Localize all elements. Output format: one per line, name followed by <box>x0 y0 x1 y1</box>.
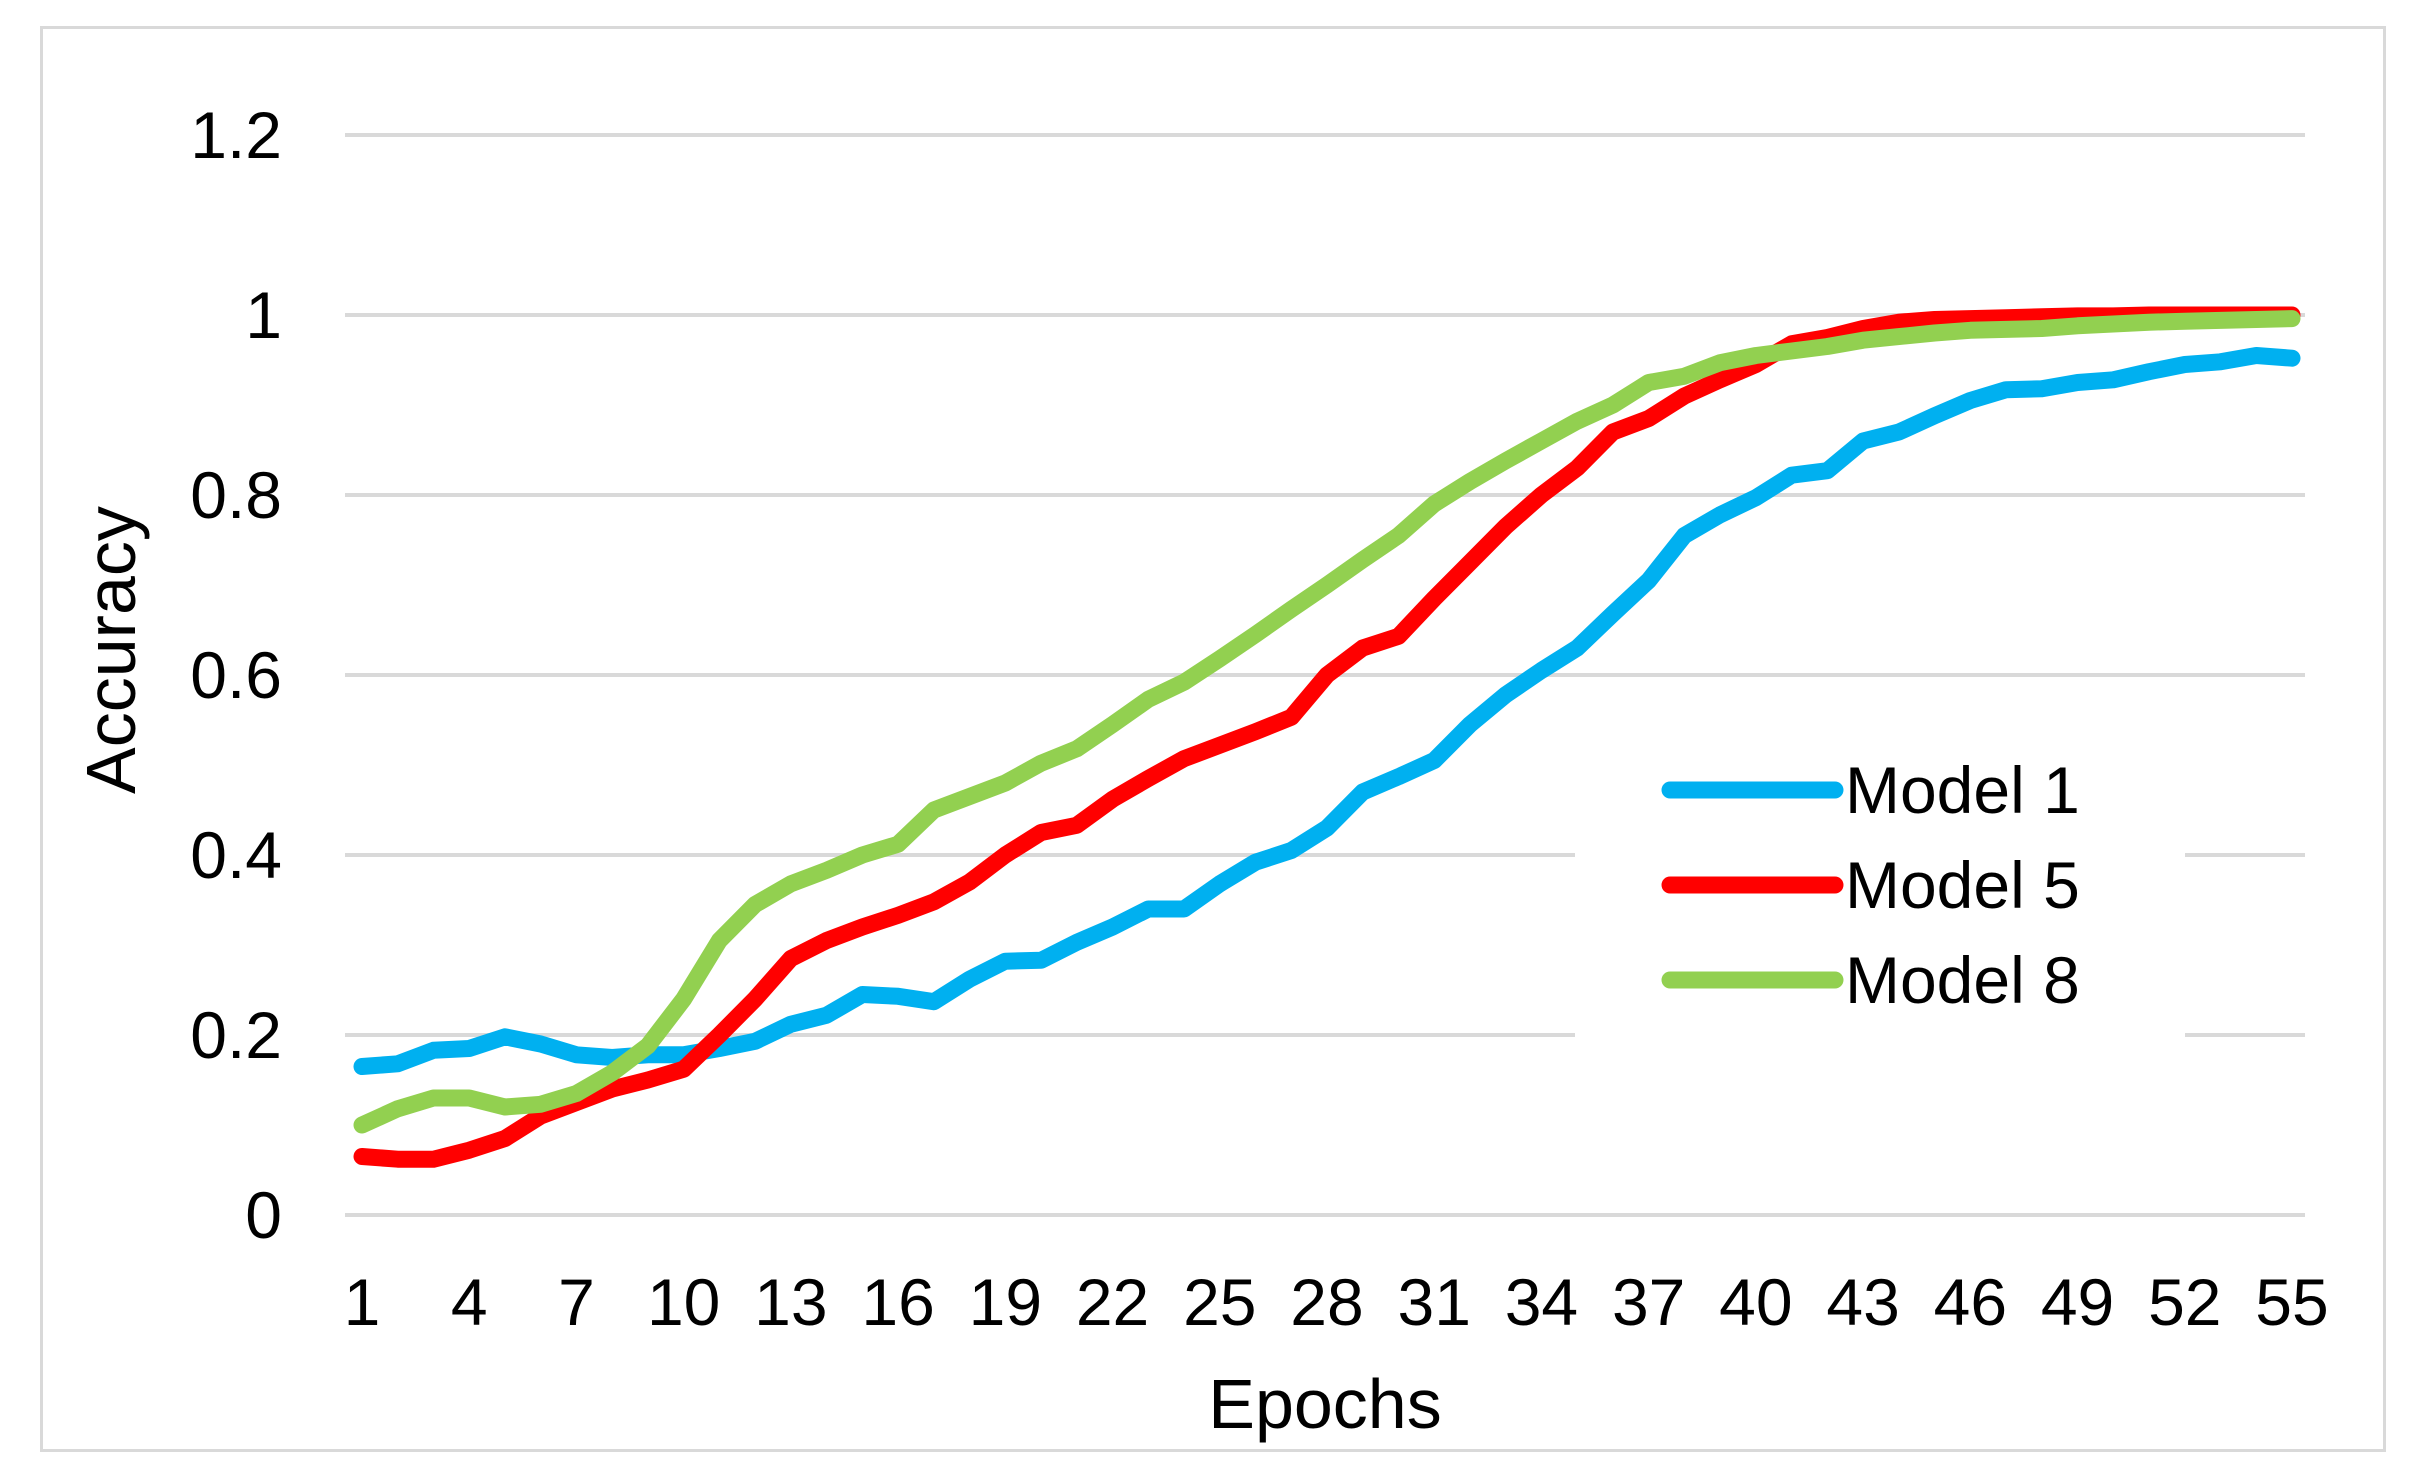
x-tick-label: 28 <box>1290 1265 1363 1339</box>
legend-label: Model 8 <box>1845 943 2080 1017</box>
x-tick-label: 1 <box>344 1265 381 1339</box>
series-line-model-8 <box>353 310 2301 1134</box>
x-tick-label: 7 <box>558 1265 595 1339</box>
y-tick-label: 1.2 <box>190 98 282 172</box>
x-tick-label: 19 <box>969 1265 1042 1339</box>
series-line-model-5 <box>353 306 2301 1168</box>
x-tick-label: 34 <box>1505 1265 1578 1339</box>
x-tick-label: 49 <box>2041 1265 2114 1339</box>
y-tick-label: 0.2 <box>190 998 282 1072</box>
y-tick-label: 0.8 <box>190 458 282 532</box>
series-lines <box>353 306 2301 1168</box>
x-tick-label: 52 <box>2148 1265 2221 1339</box>
x-tick-label: 25 <box>1183 1265 1256 1339</box>
legend: Model 1 Model 5 Model 8 <box>1575 735 2185 1065</box>
x-tick-label: 31 <box>1398 1265 1471 1339</box>
x-axis-ticks: 1 4 7 10 13 16 19 22 25 28 31 34 37 40 43 46 49 52 55 <box>344 1265 2329 1339</box>
y-axis-title: Accuracy <box>72 506 150 794</box>
y-tick-label: 0.4 <box>190 818 282 892</box>
x-tick-label: 10 <box>647 1265 720 1339</box>
y-tick-label: 0.6 <box>190 638 282 712</box>
x-tick-label: 40 <box>1719 1265 1792 1339</box>
x-tick-label: 13 <box>754 1265 827 1339</box>
x-tick-label: 55 <box>2255 1265 2328 1339</box>
y-tick-label: 0 <box>245 1178 282 1252</box>
x-tick-label: 16 <box>861 1265 934 1339</box>
x-tick-label: 22 <box>1076 1265 1149 1339</box>
x-tick-label: 37 <box>1612 1265 1685 1339</box>
x-tick-label: 43 <box>1826 1265 1899 1339</box>
y-tick-label: 1 <box>245 278 282 352</box>
series-line-model-1 <box>353 347 2301 1075</box>
legend-label: Model 1 <box>1845 753 2080 827</box>
x-axis-title: Epochs <box>1208 1365 1441 1443</box>
x-tick-label: 46 <box>1934 1265 2007 1339</box>
x-tick-label: 4 <box>451 1265 488 1339</box>
legend-label: Model 5 <box>1845 848 2080 922</box>
y-axis-ticks: 0 0.2 0.4 0.6 0.8 1 1.2 <box>190 98 282 1252</box>
